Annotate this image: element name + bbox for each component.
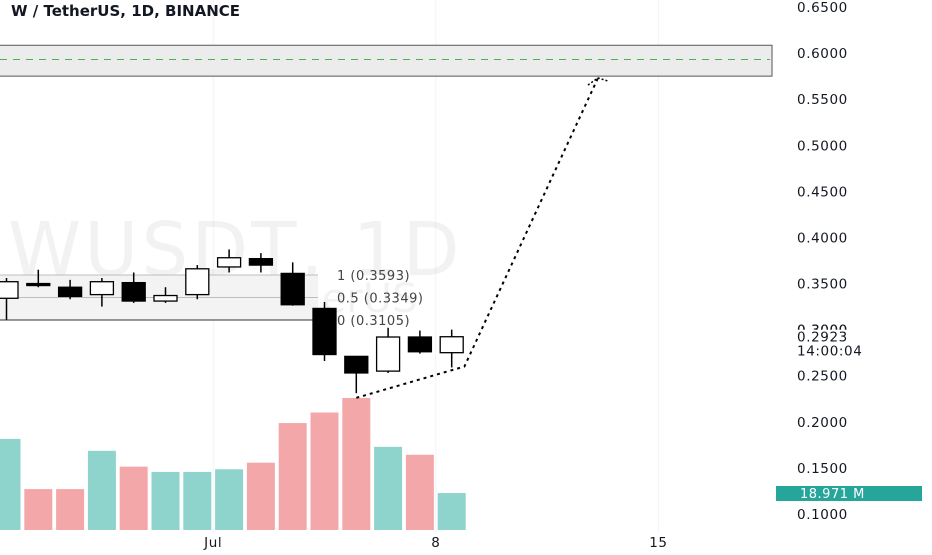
price-tick-label: 0.6500 [797, 0, 848, 16]
volume-bar [374, 446, 403, 530]
volume-bar [342, 398, 371, 530]
price-tick-label: 0.1000 [797, 507, 848, 523]
price-tick-label: 0.2500 [797, 369, 848, 385]
price-tick-label: 0.3500 [797, 277, 848, 293]
price-axis-bg [774, 0, 932, 535]
volume-badge [776, 486, 922, 501]
target-zone-rect [0, 44, 773, 77]
candle-body [375, 336, 401, 372]
volume-bar [405, 454, 434, 530]
chart-title: W / TetherUS, 1D, BINANCE [11, 2, 240, 20]
volume-bar [0, 438, 21, 530]
candle-body [248, 258, 274, 266]
projection-path [356, 77, 599, 399]
price-tick-label: 0.5500 [797, 92, 848, 108]
last-price-value: 0.2923 [797, 330, 848, 346]
volume-bar [24, 489, 53, 530]
projection-arrowhead [587, 77, 609, 86]
projection-arrow [356, 77, 609, 399]
volume-bar [215, 469, 244, 530]
candle-body [89, 281, 115, 296]
fibonacci-retracement: 1 (0.3593) 0.5 (0.3349) 0 (0.3105) [0, 269, 423, 329]
volume-bar [278, 423, 307, 530]
candle-body [121, 281, 146, 302]
candle-body [0, 281, 19, 299]
candle-body [439, 336, 464, 354]
time-tick-label: 8 [431, 535, 440, 550]
fib-label-0-5: 0.5 (0.3349) [337, 291, 423, 306]
volume-bar [310, 412, 339, 530]
volume-bar [119, 466, 148, 530]
price-axis[interactable]: 0.6500 0.6000 0.5500 0.5000 0.4500 0.4000 0.35… [774, 0, 932, 535]
candle-body [26, 282, 51, 287]
volume-bar [437, 493, 466, 530]
volume-bar [183, 471, 212, 530]
time-tick-label: 15 [649, 535, 667, 550]
candle-body [344, 355, 369, 374]
fib-label-0: 0 (0.3105) [337, 314, 410, 329]
volume-bar [87, 450, 116, 530]
target-zone [0, 44, 773, 77]
price-tick-label: 0.4500 [797, 184, 848, 200]
last-price-marker [780, 329, 930, 358]
candle-body [153, 294, 178, 302]
time-axis[interactable]: 24Jul815 [0, 533, 932, 551]
candle-body [280, 272, 305, 306]
candlesticks [0, 249, 464, 394]
time-axis-bg [0, 533, 932, 550]
fib-label-1: 1 (0.3593) [337, 269, 410, 284]
price-tick-label: 0.6000 [797, 46, 848, 62]
volume-bar [56, 489, 85, 530]
candle-body [185, 268, 210, 296]
last-price-countdown: 14:00:04 [797, 344, 862, 360]
volume-bar [151, 471, 180, 530]
time-tick-label: Jul [203, 535, 222, 550]
candle-body [407, 336, 433, 353]
candle-body [57, 286, 83, 298]
candle-body [216, 257, 242, 268]
price-tick-label: 0.2000 [797, 415, 848, 431]
price-tick-label: 0.1500 [797, 461, 848, 477]
price-tick-label: 0.4000 [797, 230, 848, 246]
volume-bar [246, 462, 275, 530]
volume-bars [0, 398, 466, 530]
volume-badge-value: 18.971 M [800, 487, 865, 502]
price-tick-label: 0.5000 [797, 138, 848, 154]
candle-body [312, 307, 337, 356]
